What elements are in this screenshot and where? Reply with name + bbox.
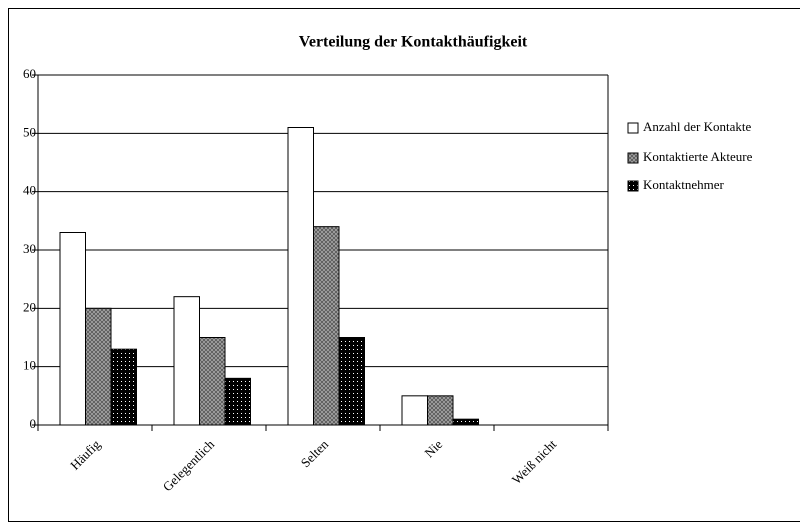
legend-swatch [627,180,639,192]
bar [199,337,226,426]
bar [110,348,137,426]
legend-swatch [627,122,639,134]
y-tick-label: 0 [30,416,37,431]
legend-label: Anzahl der Kontakte [643,119,752,134]
legend-swatch [627,152,639,164]
bar [224,377,251,426]
bar [173,296,200,426]
bar [59,232,86,426]
y-tick-label: 30 [23,241,36,256]
legend-label: Kontaktnehmer [643,177,725,192]
bar [452,418,479,426]
chart-title: Verteilung der Kontakthäufigkeit [299,34,528,51]
bar [85,307,112,426]
bar [401,395,428,426]
bar [427,395,454,426]
bar [313,226,340,426]
y-tick-label: 50 [23,124,36,139]
y-tick-label: 40 [23,183,36,198]
bar [287,127,314,426]
y-tick-label: 20 [23,299,36,314]
y-tick-label: 10 [23,358,36,373]
bar [338,337,365,426]
legend-label: Kontaktierte Akteure [643,149,753,164]
chart-border [8,8,800,522]
y-tick-label: 60 [23,66,36,81]
